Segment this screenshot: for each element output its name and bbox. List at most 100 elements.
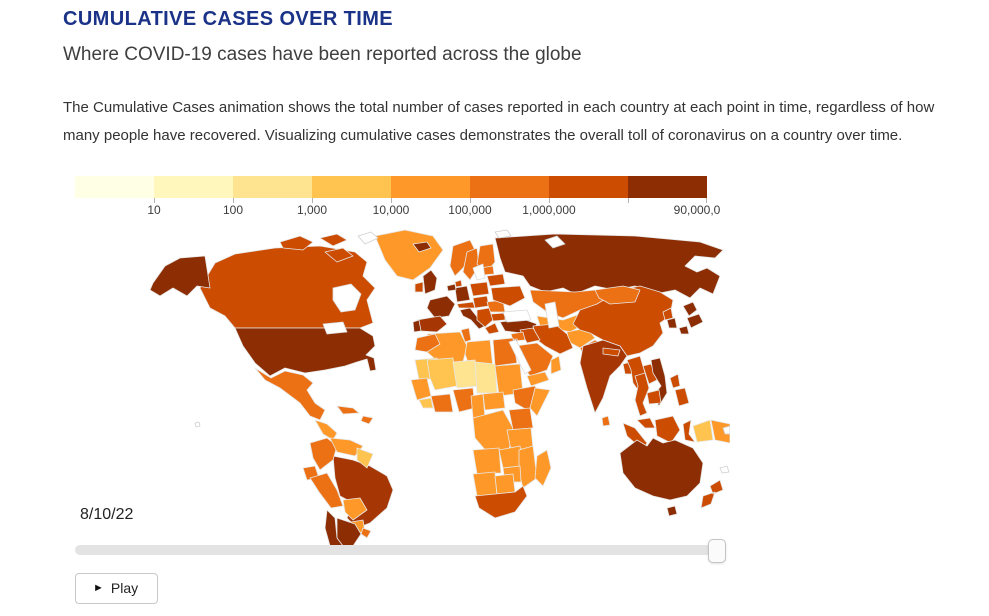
- no-data-new-caledonia: [719, 465, 730, 474]
- caspian-sea: [544, 301, 560, 329]
- country-hispaniola[interactable]: [360, 415, 374, 425]
- legend-tick: [312, 198, 313, 203]
- country-north-korea[interactable]: [662, 307, 674, 321]
- country-alpine[interactable]: [456, 301, 476, 309]
- country-malaysia[interactable]: [636, 417, 656, 429]
- country-japan[interactable]: [678, 301, 704, 335]
- country-uganda-kenya[interactable]: [508, 407, 534, 431]
- great-lakes: [322, 321, 348, 335]
- country-peru[interactable]: [309, 472, 344, 509]
- choropleth-world-map: [75, 228, 730, 548]
- page-description: The Cumulative Cases animation shows the…: [63, 99, 935, 144]
- play-icon: ►: [93, 582, 104, 594]
- country-germany[interactable]: [454, 285, 471, 303]
- no-data-svalbard: [494, 229, 512, 239]
- country-mozambique[interactable]: [518, 445, 538, 489]
- slider-thumb[interactable]: [708, 539, 726, 563]
- country-south-africa[interactable]: [474, 485, 528, 519]
- color-legend: 10 100 1,000 10,000 100,000 1,000,000 90…: [75, 176, 720, 220]
- country-bulgaria[interactable]: [490, 312, 506, 322]
- country-greece[interactable]: [484, 322, 500, 335]
- country-botswana[interactable]: [494, 473, 516, 495]
- country-tasmania[interactable]: [666, 505, 678, 517]
- no-data-arctic-island: [357, 231, 379, 245]
- legend-cell: [628, 176, 707, 198]
- play-button[interactable]: ► Play: [75, 573, 159, 604]
- country-chad[interactable]: [474, 361, 498, 394]
- country-sulawesi[interactable]: [682, 419, 696, 443]
- country-mongolia[interactable]: [594, 285, 641, 305]
- baltic-sea: [472, 263, 486, 281]
- country-oman[interactable]: [550, 355, 562, 375]
- country-denmark[interactable]: [454, 279, 463, 288]
- country-cambodia[interactable]: [646, 389, 662, 405]
- page-subtitle: Where COVID-19 cases have been reported …: [63, 44, 582, 65]
- country-uruguay[interactable]: [360, 527, 372, 539]
- country-canada[interactable]: [199, 245, 376, 329]
- country-new-guinea-west[interactable]: [692, 419, 714, 443]
- legend-tick-label: 10,000: [372, 203, 410, 217]
- legend-tick: [549, 198, 550, 203]
- country-mali[interactable]: [426, 357, 458, 391]
- country-cuba[interactable]: [336, 405, 360, 415]
- country-guyanas[interactable]: [356, 447, 374, 469]
- country-belarus[interactable]: [486, 273, 506, 287]
- country-mexico[interactable]: [254, 367, 326, 421]
- country-balkans[interactable]: [476, 307, 494, 328]
- timeline-slider[interactable]: [75, 539, 726, 563]
- legend-cell: [391, 176, 470, 198]
- country-france[interactable]: [426, 295, 456, 319]
- play-button-label: Play: [110, 580, 139, 596]
- country-car[interactable]: [482, 391, 506, 411]
- country-ivory-ghana[interactable]: [430, 393, 454, 413]
- legend-tick-label: 1,000: [296, 203, 328, 217]
- country-cameroon[interactable]: [470, 393, 486, 419]
- legend-cell: [75, 176, 154, 198]
- legend-tick: [233, 198, 234, 203]
- country-yemen[interactable]: [526, 371, 550, 387]
- country-russia[interactable]: [494, 233, 724, 299]
- country-madagascar[interactable]: [534, 449, 552, 487]
- country-sri-lanka[interactable]: [601, 415, 611, 427]
- country-india[interactable]: [579, 339, 628, 414]
- country-italy[interactable]: [459, 307, 486, 330]
- red-sea: [508, 339, 532, 375]
- no-data-pacific-island: [194, 421, 201, 428]
- legend-cell: [470, 176, 549, 198]
- country-norway[interactable]: [449, 239, 476, 277]
- hudson-bay: [332, 283, 362, 313]
- country-ukraine[interactable]: [490, 285, 526, 307]
- country-philippines[interactable]: [669, 373, 690, 407]
- country-morocco[interactable]: [414, 333, 441, 353]
- country-benelux[interactable]: [446, 283, 457, 292]
- country-brazil[interactable]: [332, 455, 394, 529]
- country-colombia[interactable]: [309, 437, 338, 471]
- country-central-america[interactable]: [314, 419, 338, 441]
- country-angola[interactable]: [472, 447, 502, 475]
- legend-tick-label: 90,000,0: [673, 203, 721, 217]
- country-alaska[interactable]: [149, 255, 211, 297]
- country-papua-new-guinea[interactable]: [710, 419, 730, 444]
- country-poland[interactable]: [469, 281, 490, 297]
- country-thailand[interactable]: [634, 372, 650, 417]
- legend-tick-label: 100,000: [448, 203, 492, 217]
- country-nepal[interactable]: [602, 347, 621, 357]
- country-sierra-liberia[interactable]: [418, 397, 434, 409]
- country-uk[interactable]: [422, 269, 438, 295]
- country-spain[interactable]: [416, 315, 448, 333]
- country-south-korea[interactable]: [666, 317, 678, 329]
- country-portugal[interactable]: [412, 319, 422, 333]
- country-australia[interactable]: [619, 437, 704, 501]
- country-somalia[interactable]: [529, 387, 551, 417]
- country-iceland[interactable]: [412, 241, 432, 253]
- country-borneo[interactable]: [654, 415, 681, 444]
- legend-tick: [706, 198, 707, 203]
- country-senegal-guinea[interactable]: [410, 377, 432, 401]
- country-bolivia[interactable]: [342, 497, 368, 521]
- country-new-zealand[interactable]: [700, 479, 724, 509]
- country-usa[interactable]: [234, 327, 377, 377]
- country-canada-arctic[interactable]: [279, 233, 354, 263]
- country-tunisia[interactable]: [460, 327, 472, 343]
- country-ireland[interactable]: [414, 281, 424, 293]
- country-namibia[interactable]: [472, 471, 498, 497]
